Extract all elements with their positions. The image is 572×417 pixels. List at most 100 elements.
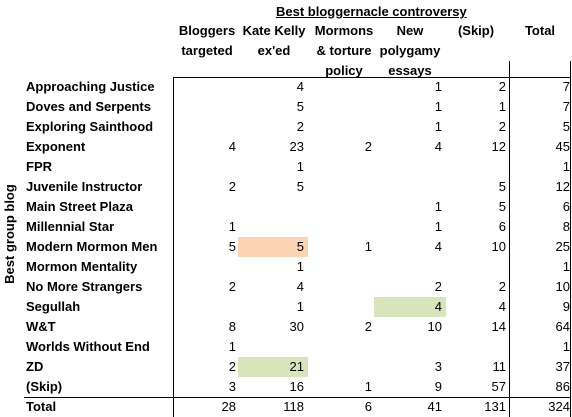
total-top-rule	[24, 397, 570, 398]
cell-total: 9	[562, 299, 570, 314]
total-bloggers-targeted: 28	[221, 399, 236, 414]
cell-skip: 4	[498, 299, 506, 314]
cell-mormons-torture	[308, 197, 372, 217]
cell-kate-kelly: 1	[296, 259, 304, 274]
row-label: Exploring Sainthood	[26, 119, 154, 134]
cell-mormons-torture: 2	[364, 319, 372, 334]
total-total: 324	[548, 399, 570, 414]
cell-mormons-torture	[308, 97, 372, 117]
table-row: Exploring Sainthood 2 1 2 5	[0, 117, 572, 137]
cell-new-polygamy: 4	[434, 139, 442, 154]
cell-bloggers-targeted: 2	[228, 179, 236, 194]
table-row: Exponent 4 23 2 4 12 45	[0, 137, 572, 157]
cell-bloggers-targeted	[174, 297, 236, 317]
table-row: Modern Mormon Men 5 5 1 4 10 25	[0, 237, 572, 257]
cell-bloggers-targeted: 3	[228, 379, 236, 394]
table-row: Segullah 1 4 4 9	[0, 297, 572, 317]
row-label: ZD	[26, 359, 44, 374]
table-row: ZD 2 21 3 11 37	[0, 357, 572, 377]
cell-skip: 14	[491, 319, 506, 334]
column-header-line: (Skip)	[457, 23, 495, 38]
row-label: Doves and Serpents	[26, 99, 151, 114]
cell-total: 8	[562, 219, 570, 234]
table-row: Millennial Star 1 1 6 8	[0, 217, 572, 237]
cell-kate-kelly: 5	[296, 99, 304, 114]
column-header-line: ex'ed	[257, 43, 291, 58]
row-label: No More Strangers	[26, 279, 143, 294]
column-header-line: Kate Kelly	[242, 23, 306, 38]
cell-bloggers-targeted	[174, 257, 236, 277]
row-label: W&T	[26, 319, 56, 334]
cell-mormons-torture: 1	[364, 379, 372, 394]
cell-skip: 2	[498, 119, 506, 134]
cell-total: 25	[555, 239, 570, 254]
cell-total: 37	[555, 359, 570, 374]
total-column-right-divider	[570, 61, 571, 417]
total-mormons-torture: 6	[364, 399, 372, 414]
column-header-line: New	[396, 23, 424, 38]
table-row: No More Strangers 2 4 2 2 10	[0, 277, 572, 297]
cell-new-polygamy: 4	[434, 239, 442, 254]
cell-kate-kelly: 4	[296, 279, 304, 294]
column-header-line: polygamy	[379, 43, 441, 58]
row-label: Segullah	[26, 299, 81, 314]
cell-new-polygamy: 9	[434, 379, 442, 394]
column-header-line: Mormons	[314, 23, 374, 38]
cell-mormons-torture	[308, 257, 372, 277]
column-header-line: targeted	[181, 43, 233, 58]
table-row: Doves and Serpents 5 1 1 7	[0, 97, 572, 117]
cell-new-polygamy: 1	[434, 79, 442, 94]
row-label: Juvenile Instructor	[26, 179, 143, 194]
cell-skip: 6	[498, 219, 506, 234]
header-bottom-rule	[174, 77, 570, 78]
total-column-left-divider	[509, 61, 510, 417]
cell-kate-kelly	[238, 197, 304, 217]
cell-mormons-torture: 1	[364, 239, 372, 254]
row-label: Worlds Without End	[26, 339, 150, 354]
column-header-skip: (Skip)	[446, 21, 506, 41]
cell-new-polygamy: 2	[434, 279, 442, 294]
column-header-line: & torture	[316, 43, 372, 58]
cell-kate-kelly: 4	[296, 79, 304, 94]
column-header-total: Total	[510, 21, 570, 41]
column-header-line: essays	[388, 63, 432, 78]
table-row: Main Street Plaza 1 5 6	[0, 197, 572, 217]
cell-skip: 57	[491, 379, 506, 394]
cell-skip: 2	[498, 279, 506, 294]
total-skip: 131	[484, 399, 506, 414]
cell-new-polygamy: 1	[434, 119, 442, 134]
cell-skip: 5	[498, 179, 506, 194]
cell-total: 10	[555, 279, 570, 294]
cell-total: 1	[562, 339, 570, 354]
cell-kate-kelly: 23	[289, 139, 304, 154]
cell-mormons-torture	[308, 177, 372, 197]
table-row: W&T 8 30 2 10 14 64	[0, 317, 572, 337]
cell-kate-kelly: 2	[296, 119, 304, 134]
row-label: Main Street Plaza	[26, 199, 133, 214]
cell-skip	[446, 257, 506, 277]
cell-bloggers-targeted: 1	[228, 339, 236, 354]
cell-mormons-torture	[308, 157, 372, 177]
row-label: Mormon Mentality	[26, 259, 138, 274]
cell-bloggers-targeted	[174, 197, 236, 217]
total-row-label: Total	[26, 399, 57, 414]
cell-total: 12	[555, 179, 570, 194]
cell-skip: 2	[498, 79, 506, 94]
cell-total: 7	[562, 79, 570, 94]
column-header-mormons-torture: Mormons & torture policy	[308, 21, 380, 81]
row-label: Approaching Justice	[26, 79, 155, 94]
cell-new-polygamy: 3	[434, 359, 442, 374]
cell-kate-kelly: 1	[296, 299, 304, 314]
row-label: Exponent	[26, 139, 86, 154]
cell-new-polygamy	[374, 157, 442, 177]
cell-bloggers-targeted	[174, 157, 236, 177]
row-label: Modern Mormon Men	[26, 239, 158, 254]
cell-skip	[446, 157, 506, 177]
cell-mormons-torture	[308, 337, 372, 357]
cell-bloggers-targeted	[174, 117, 236, 137]
cell-mormons-torture	[308, 217, 372, 237]
table-row: FPR 1 1	[0, 157, 572, 177]
cell-mormons-torture	[308, 297, 372, 317]
cell-kate-kelly: 5	[296, 179, 304, 194]
cell-new-polygamy: 1	[434, 199, 442, 214]
